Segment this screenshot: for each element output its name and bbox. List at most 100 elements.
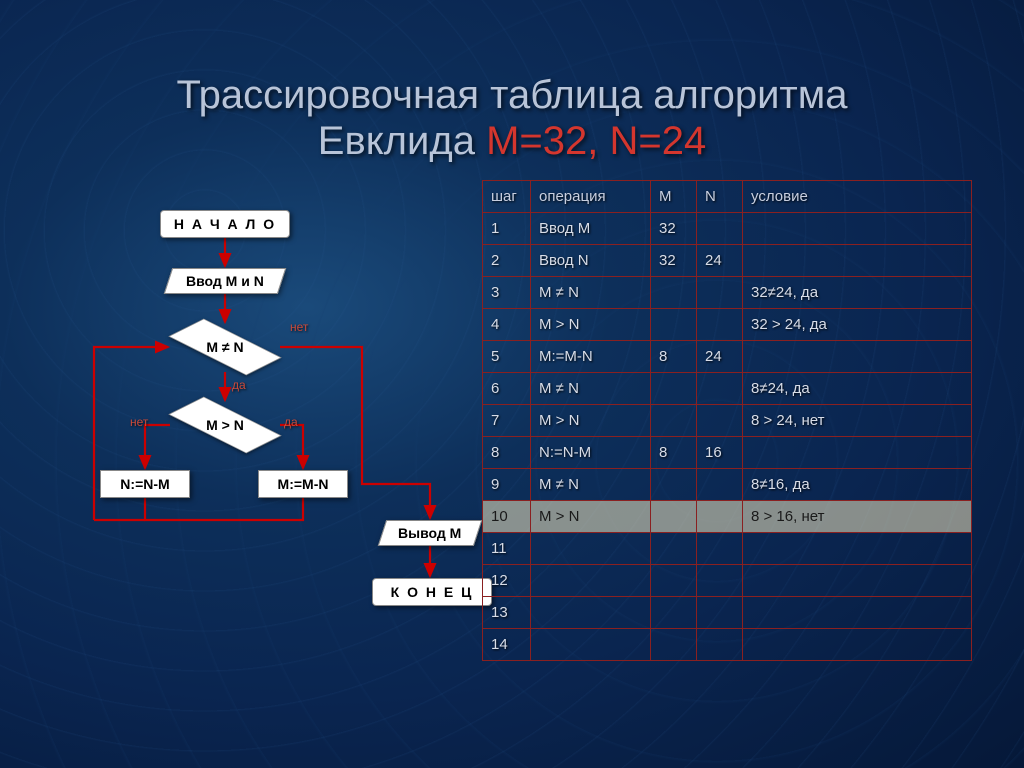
table-cell xyxy=(651,309,697,341)
title-line2-prefix: Евклида xyxy=(318,119,486,163)
table-cell: 8≠24, да xyxy=(743,373,972,405)
table-cell xyxy=(651,629,697,661)
slide-title: Трассировочная таблица алгоритма Евклида… xyxy=(0,0,1024,164)
table-cell xyxy=(697,501,743,533)
table-row: 8N:=N-M816 xyxy=(483,437,972,469)
table-cell: 9 xyxy=(483,469,531,501)
table-cell: 8 > 16, нет xyxy=(743,501,972,533)
table-cell: 32 > 24, да xyxy=(743,309,972,341)
table-cell xyxy=(697,629,743,661)
table-cell: 5 xyxy=(483,341,531,373)
table-cell: 10 xyxy=(483,501,531,533)
table-header-cell: M xyxy=(651,181,697,213)
table-cell: M > N xyxy=(531,309,651,341)
table-cell: M ≠ N xyxy=(531,373,651,405)
table-row: 1Ввод M32 xyxy=(483,213,972,245)
table-cell: M:=M-N xyxy=(531,341,651,373)
table-row: 11 xyxy=(483,533,972,565)
table-cell: 32 xyxy=(651,213,697,245)
table-cell: M > N xyxy=(531,405,651,437)
table-row: 2Ввод N3224 xyxy=(483,245,972,277)
table-row: 14 xyxy=(483,629,972,661)
table-cell xyxy=(697,309,743,341)
table-cell: 13 xyxy=(483,597,531,629)
flow-label-1: да xyxy=(232,378,246,392)
table-row: 5M:=M-N824 xyxy=(483,341,972,373)
table-cell xyxy=(743,245,972,277)
table-cell xyxy=(531,629,651,661)
table-cell: Ввод N xyxy=(531,245,651,277)
table-cell xyxy=(651,501,697,533)
table-cell: 14 xyxy=(483,629,531,661)
table-row: 3M ≠ N 32≠24, да xyxy=(483,277,972,309)
table-cell xyxy=(697,277,743,309)
table-cell xyxy=(531,533,651,565)
flow-node-end: К О Н Е Ц xyxy=(372,578,492,606)
table-cell xyxy=(697,533,743,565)
flow-node-procR: M:=M-N xyxy=(258,470,348,498)
flow-node-input: Ввод M и N xyxy=(164,268,286,294)
table-row: 7M > N 8 > 24, нет xyxy=(483,405,972,437)
table-cell xyxy=(743,629,972,661)
table-cell: N:=N-M xyxy=(531,437,651,469)
table-cell: 24 xyxy=(697,245,743,277)
table-cell xyxy=(697,213,743,245)
table-cell: M ≠ N xyxy=(531,277,651,309)
table-cell: 12 xyxy=(483,565,531,597)
table-cell xyxy=(697,469,743,501)
table-cell: 4 xyxy=(483,309,531,341)
table-cell xyxy=(697,597,743,629)
table-cell: M ≠ N xyxy=(531,469,651,501)
table-cell: 6 xyxy=(483,373,531,405)
table-cell xyxy=(651,533,697,565)
table-cell: 32≠24, да xyxy=(743,277,972,309)
table-row: 4M > N 32 > 24, да xyxy=(483,309,972,341)
flow-label-3: да xyxy=(284,415,298,429)
table-cell: 11 xyxy=(483,533,531,565)
table-cell xyxy=(743,533,972,565)
flow-node-output: Вывод M xyxy=(378,520,482,546)
table-cell xyxy=(651,373,697,405)
table-header-cell: N xyxy=(697,181,743,213)
table-cell xyxy=(697,405,743,437)
table-row: 13 xyxy=(483,597,972,629)
table-cell xyxy=(651,597,697,629)
table-row: 6M ≠ N 8≠24, да xyxy=(483,373,972,405)
flow-node-cond1: M ≠ N xyxy=(170,322,280,372)
table-cell xyxy=(651,277,697,309)
title-line2-accent: M=32, N=24 xyxy=(486,119,706,163)
table-cell xyxy=(743,341,972,373)
table-row: 10M > N 8 > 16, нет xyxy=(483,501,972,533)
table-cell xyxy=(743,565,972,597)
table-cell: 16 xyxy=(697,437,743,469)
table-cell xyxy=(697,565,743,597)
table-cell: 3 xyxy=(483,277,531,309)
table-cell: 8 xyxy=(651,437,697,469)
table-cell xyxy=(743,213,972,245)
table-cell: 7 xyxy=(483,405,531,437)
table-cell xyxy=(531,597,651,629)
table-cell xyxy=(697,373,743,405)
table-cell: Ввод M xyxy=(531,213,651,245)
table-cell xyxy=(743,437,972,469)
trace-table: шагоперацияMNусловие 1Ввод M322Ввод N322… xyxy=(482,180,972,661)
table-cell: M > N xyxy=(531,501,651,533)
table-cell: 24 xyxy=(697,341,743,373)
flow-label-0: нет xyxy=(290,320,308,334)
table-row: 9M ≠ N 8≠16, да xyxy=(483,469,972,501)
table-cell: 8 xyxy=(651,341,697,373)
flow-node-procL: N:=N-M xyxy=(100,470,190,498)
table-header-row: шагоперацияMNусловие xyxy=(483,181,972,213)
table-cell: 8≠16, да xyxy=(743,469,972,501)
title-line1: Трассировочная таблица алгоритма xyxy=(176,73,847,117)
flow-node-start: Н А Ч А Л О xyxy=(160,210,290,238)
table-header-cell: шаг xyxy=(483,181,531,213)
table-cell xyxy=(651,405,697,437)
table-cell xyxy=(651,469,697,501)
table-header-cell: операция xyxy=(531,181,651,213)
flow-node-cond2: M > N xyxy=(170,400,280,450)
table-cell: 8 xyxy=(483,437,531,469)
table-cell: 8 > 24, нет xyxy=(743,405,972,437)
table-header-cell: условие xyxy=(743,181,972,213)
table-body: 1Ввод M322Ввод N32243M ≠ N32≠24, да4M > … xyxy=(483,213,972,661)
